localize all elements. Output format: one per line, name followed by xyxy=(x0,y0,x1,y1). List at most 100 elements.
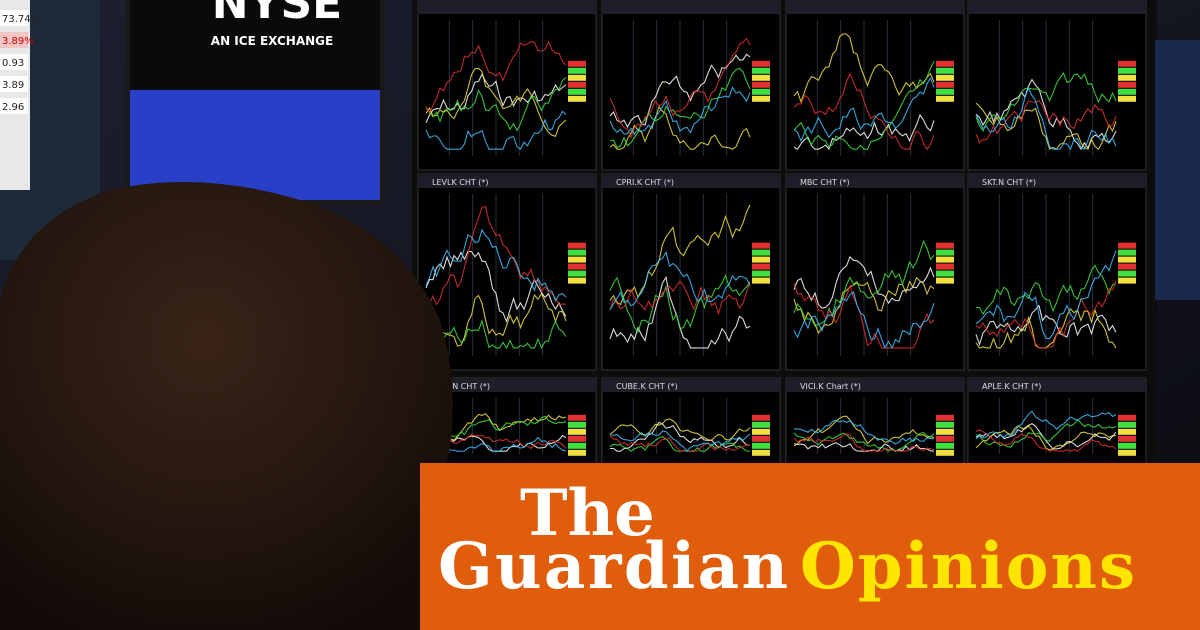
price-tag xyxy=(1118,421,1136,428)
price-line xyxy=(975,280,1117,349)
price-tag xyxy=(1118,60,1136,67)
chart-panel xyxy=(417,0,597,171)
price-tag xyxy=(752,67,770,74)
nyse-tagline: AN ICE EXCHANGE xyxy=(211,34,333,48)
chart-panel xyxy=(417,173,597,371)
price-line xyxy=(975,264,1117,315)
left-panel xyxy=(0,0,30,190)
price-tag xyxy=(752,88,770,95)
chart-panel xyxy=(967,0,1147,171)
panel-toolbar xyxy=(786,174,964,188)
price-tag xyxy=(1118,95,1136,102)
panel-title: CUBE.K CHT (*) xyxy=(616,382,678,391)
price-tag xyxy=(1118,442,1136,449)
price-tag xyxy=(568,442,586,449)
brand-section: Opinions xyxy=(800,529,1135,604)
chart-panel xyxy=(967,377,1147,469)
price-line xyxy=(609,204,751,306)
price-tag xyxy=(568,270,586,277)
price-tag xyxy=(752,81,770,88)
price-tag xyxy=(1118,67,1136,74)
price-line xyxy=(425,205,567,310)
price-tag xyxy=(1118,270,1136,277)
panel-toolbar xyxy=(602,0,780,14)
price-tag xyxy=(568,449,586,456)
price-line xyxy=(975,429,1117,452)
price-line xyxy=(975,304,1117,347)
price-line xyxy=(609,37,751,139)
left-cell xyxy=(0,10,28,26)
panel-title: CPRI.K CHT (*) xyxy=(616,178,674,187)
chart-panel xyxy=(601,377,781,469)
price-line xyxy=(793,291,935,350)
price-tag xyxy=(1118,256,1136,263)
price-line xyxy=(975,86,1117,151)
price-tag xyxy=(1118,74,1136,81)
price-line xyxy=(425,110,567,151)
price-tag xyxy=(1118,414,1136,421)
panel-toolbar xyxy=(602,378,780,392)
price-tag xyxy=(752,270,770,277)
price-line xyxy=(609,86,751,136)
price-tag xyxy=(936,88,954,95)
price-line xyxy=(793,113,935,151)
price-line xyxy=(609,274,751,334)
price-line xyxy=(425,40,567,114)
price-line xyxy=(609,280,751,316)
price-line xyxy=(793,415,935,447)
panel-title: MBC CHT (*) xyxy=(800,178,850,187)
price-line xyxy=(793,276,935,335)
price-tag xyxy=(568,428,586,435)
price-tag xyxy=(1118,449,1136,456)
price-line xyxy=(425,76,567,132)
price-line xyxy=(975,419,1117,448)
price-tag xyxy=(936,277,954,284)
price-line xyxy=(975,250,1117,340)
price-tag xyxy=(752,277,770,284)
price-tag xyxy=(752,421,770,428)
price-tag xyxy=(1118,81,1136,88)
panel-toolbar xyxy=(786,378,964,392)
price-tag xyxy=(568,249,586,256)
price-line xyxy=(793,72,935,151)
panel-title: VICI.K Chart (*) xyxy=(800,382,861,391)
price-tag xyxy=(568,421,586,428)
chart-panel xyxy=(785,0,965,171)
price-tag xyxy=(752,242,770,249)
price-line xyxy=(975,425,1116,451)
price-line xyxy=(609,435,751,452)
price-tag xyxy=(936,60,954,67)
price-tag xyxy=(1118,88,1136,95)
price-tag xyxy=(1118,435,1136,442)
price-line xyxy=(793,419,934,445)
price-line xyxy=(425,292,567,349)
price-tag xyxy=(936,67,954,74)
brand-the: The xyxy=(520,476,655,551)
price-line xyxy=(609,53,751,129)
left-cell xyxy=(0,98,28,114)
price-tag xyxy=(568,60,586,67)
price-line xyxy=(975,410,1117,439)
panel-title: LEVLK CHT (*) xyxy=(432,178,489,187)
left-cell xyxy=(0,76,28,92)
nyse-blue xyxy=(130,90,380,200)
price-tag xyxy=(936,435,954,442)
brand-box xyxy=(420,463,1200,630)
panel-title: SKT.N CHT (*) xyxy=(982,178,1036,187)
price-tag xyxy=(752,256,770,263)
price-tag xyxy=(936,242,954,249)
chart-panel xyxy=(601,173,781,371)
price-line xyxy=(975,423,1117,450)
left-value: 3.89% xyxy=(2,36,34,47)
price-tag xyxy=(752,249,770,256)
left-value: 3.89 xyxy=(2,80,24,91)
price-line xyxy=(793,61,935,150)
price-line xyxy=(793,239,935,327)
price-tag xyxy=(936,442,954,449)
chart-panel xyxy=(785,377,965,469)
price-tag xyxy=(568,95,586,102)
person-head xyxy=(0,182,453,630)
price-line xyxy=(425,228,567,303)
nyse-header xyxy=(130,0,380,90)
